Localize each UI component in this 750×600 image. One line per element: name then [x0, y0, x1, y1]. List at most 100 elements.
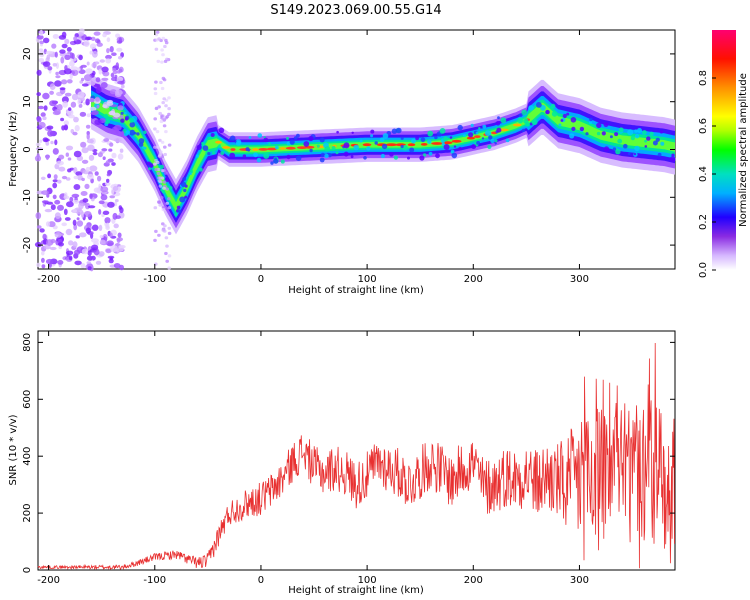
ridge-speck: [309, 148, 313, 153]
noise-dot: [117, 232, 122, 238]
ridge-speck: [211, 151, 216, 155]
noise-dot: [80, 211, 85, 218]
ridge-speck: [381, 143, 388, 150]
noise-dot: [61, 31, 67, 38]
noise-dot: [76, 217, 80, 221]
noise-dot: [45, 221, 51, 227]
noise-dot: [42, 233, 47, 240]
noise-dot: [111, 52, 117, 56]
noise-dot: [53, 174, 58, 180]
noise-dot: [41, 250, 45, 256]
noise-dot: [67, 168, 72, 173]
ridge-speck: [579, 126, 585, 132]
noise-dot: [63, 120, 69, 126]
ridge-speck: [195, 169, 199, 173]
noise-dot: [161, 76, 166, 80]
noise-dot: [161, 53, 165, 57]
noise-dot: [45, 50, 54, 55]
ridge-speck: [379, 137, 385, 143]
noise-dot: [62, 100, 68, 108]
ridge-speck: [308, 135, 314, 142]
colorbar-gradient: [712, 30, 736, 270]
noise-dot: [75, 171, 83, 176]
ridge-speck: [485, 130, 491, 137]
noise-dot: [65, 145, 74, 151]
noise-dot: [52, 148, 59, 155]
ridge-peak: [512, 123, 522, 127]
colorbar-label: Normalized spectral amplitude: [738, 73, 749, 227]
ridge-speck: [427, 130, 434, 137]
noise-dot: [97, 175, 102, 182]
ridge-speck: [268, 142, 271, 145]
noise-dot: [43, 244, 51, 250]
noise-dot: [115, 62, 120, 70]
noise-dot: [167, 96, 171, 100]
y-tick: 400: [22, 447, 675, 466]
noise-dot: [91, 62, 97, 68]
noise-dot: [107, 201, 115, 208]
y-tick: 200: [22, 504, 675, 523]
noise-dot: [105, 58, 112, 64]
noise-dot: [156, 145, 160, 149]
ridge-speck: [374, 141, 378, 145]
noise-dot: [55, 71, 59, 76]
noise-dot: [41, 257, 45, 263]
ridge-speck: [242, 154, 247, 158]
noise-dot: [116, 40, 123, 44]
noise-dot: [70, 101, 77, 108]
ridge-speck: [353, 144, 360, 151]
snr-panel: -200 -100 0 100 200 300 0 200 400 600 800 Height …: [8, 330, 676, 596]
colorbar-tick: 0.6: [698, 118, 716, 134]
noise-dot: [66, 201, 74, 208]
noise-dot: [69, 60, 75, 67]
noise-dot: [72, 219, 77, 226]
colorbar: 0.0 0.2 0.4 0.6 0.8 Normalized spectral ampl…: [698, 30, 749, 278]
ridge-speck: [562, 113, 567, 119]
y-tick-label: -20: [22, 237, 33, 253]
noise-dot: [114, 201, 118, 207]
noise-dot: [77, 91, 85, 99]
noise-dot: [68, 240, 74, 246]
noise-dot: [154, 229, 158, 233]
noise-dot: [56, 160, 64, 166]
noise-dot: [159, 119, 164, 124]
noise-dot: [54, 139, 58, 146]
ridge-speck: [124, 111, 127, 115]
noise-dot: [47, 173, 52, 179]
ridge-speck: [343, 142, 350, 149]
ridge-speck: [331, 146, 336, 150]
noise-dot: [70, 69, 79, 76]
noise-dot: [86, 173, 94, 180]
noise-dot: [106, 240, 114, 247]
noise-dot: [162, 180, 167, 184]
noise-dot: [87, 250, 92, 256]
ridge-speck: [528, 105, 534, 111]
spectral-ridge: [90, 74, 676, 235]
noise-dot: [49, 246, 57, 251]
noise-dot: [80, 141, 87, 148]
noise-dot: [73, 150, 82, 158]
noise-dot: [105, 248, 112, 254]
noise-dot: [35, 212, 42, 220]
ridge-speck: [558, 123, 562, 127]
noise-dot: [106, 101, 114, 106]
ridge-speck: [623, 143, 628, 149]
noise-dot: [89, 43, 97, 50]
ridge-speck: [324, 146, 331, 152]
ridge-speck: [280, 159, 285, 164]
ridge-speck: [551, 111, 558, 117]
noise-dot: [72, 200, 80, 204]
noise-dot: [61, 222, 67, 227]
ridge-speck: [253, 152, 258, 158]
noise-dot: [99, 59, 106, 63]
noise-dot: [90, 111, 97, 116]
y-tick: 0: [22, 146, 675, 153]
spectral-noise: [34, 28, 172, 272]
ridge-speck: [470, 123, 474, 127]
noise-dot: [114, 199, 119, 203]
noise-dot: [109, 142, 114, 147]
noise-dot: [164, 104, 168, 108]
ridge-speck: [529, 122, 533, 126]
ridge-speck: [659, 130, 664, 134]
noise-dot: [99, 239, 106, 245]
